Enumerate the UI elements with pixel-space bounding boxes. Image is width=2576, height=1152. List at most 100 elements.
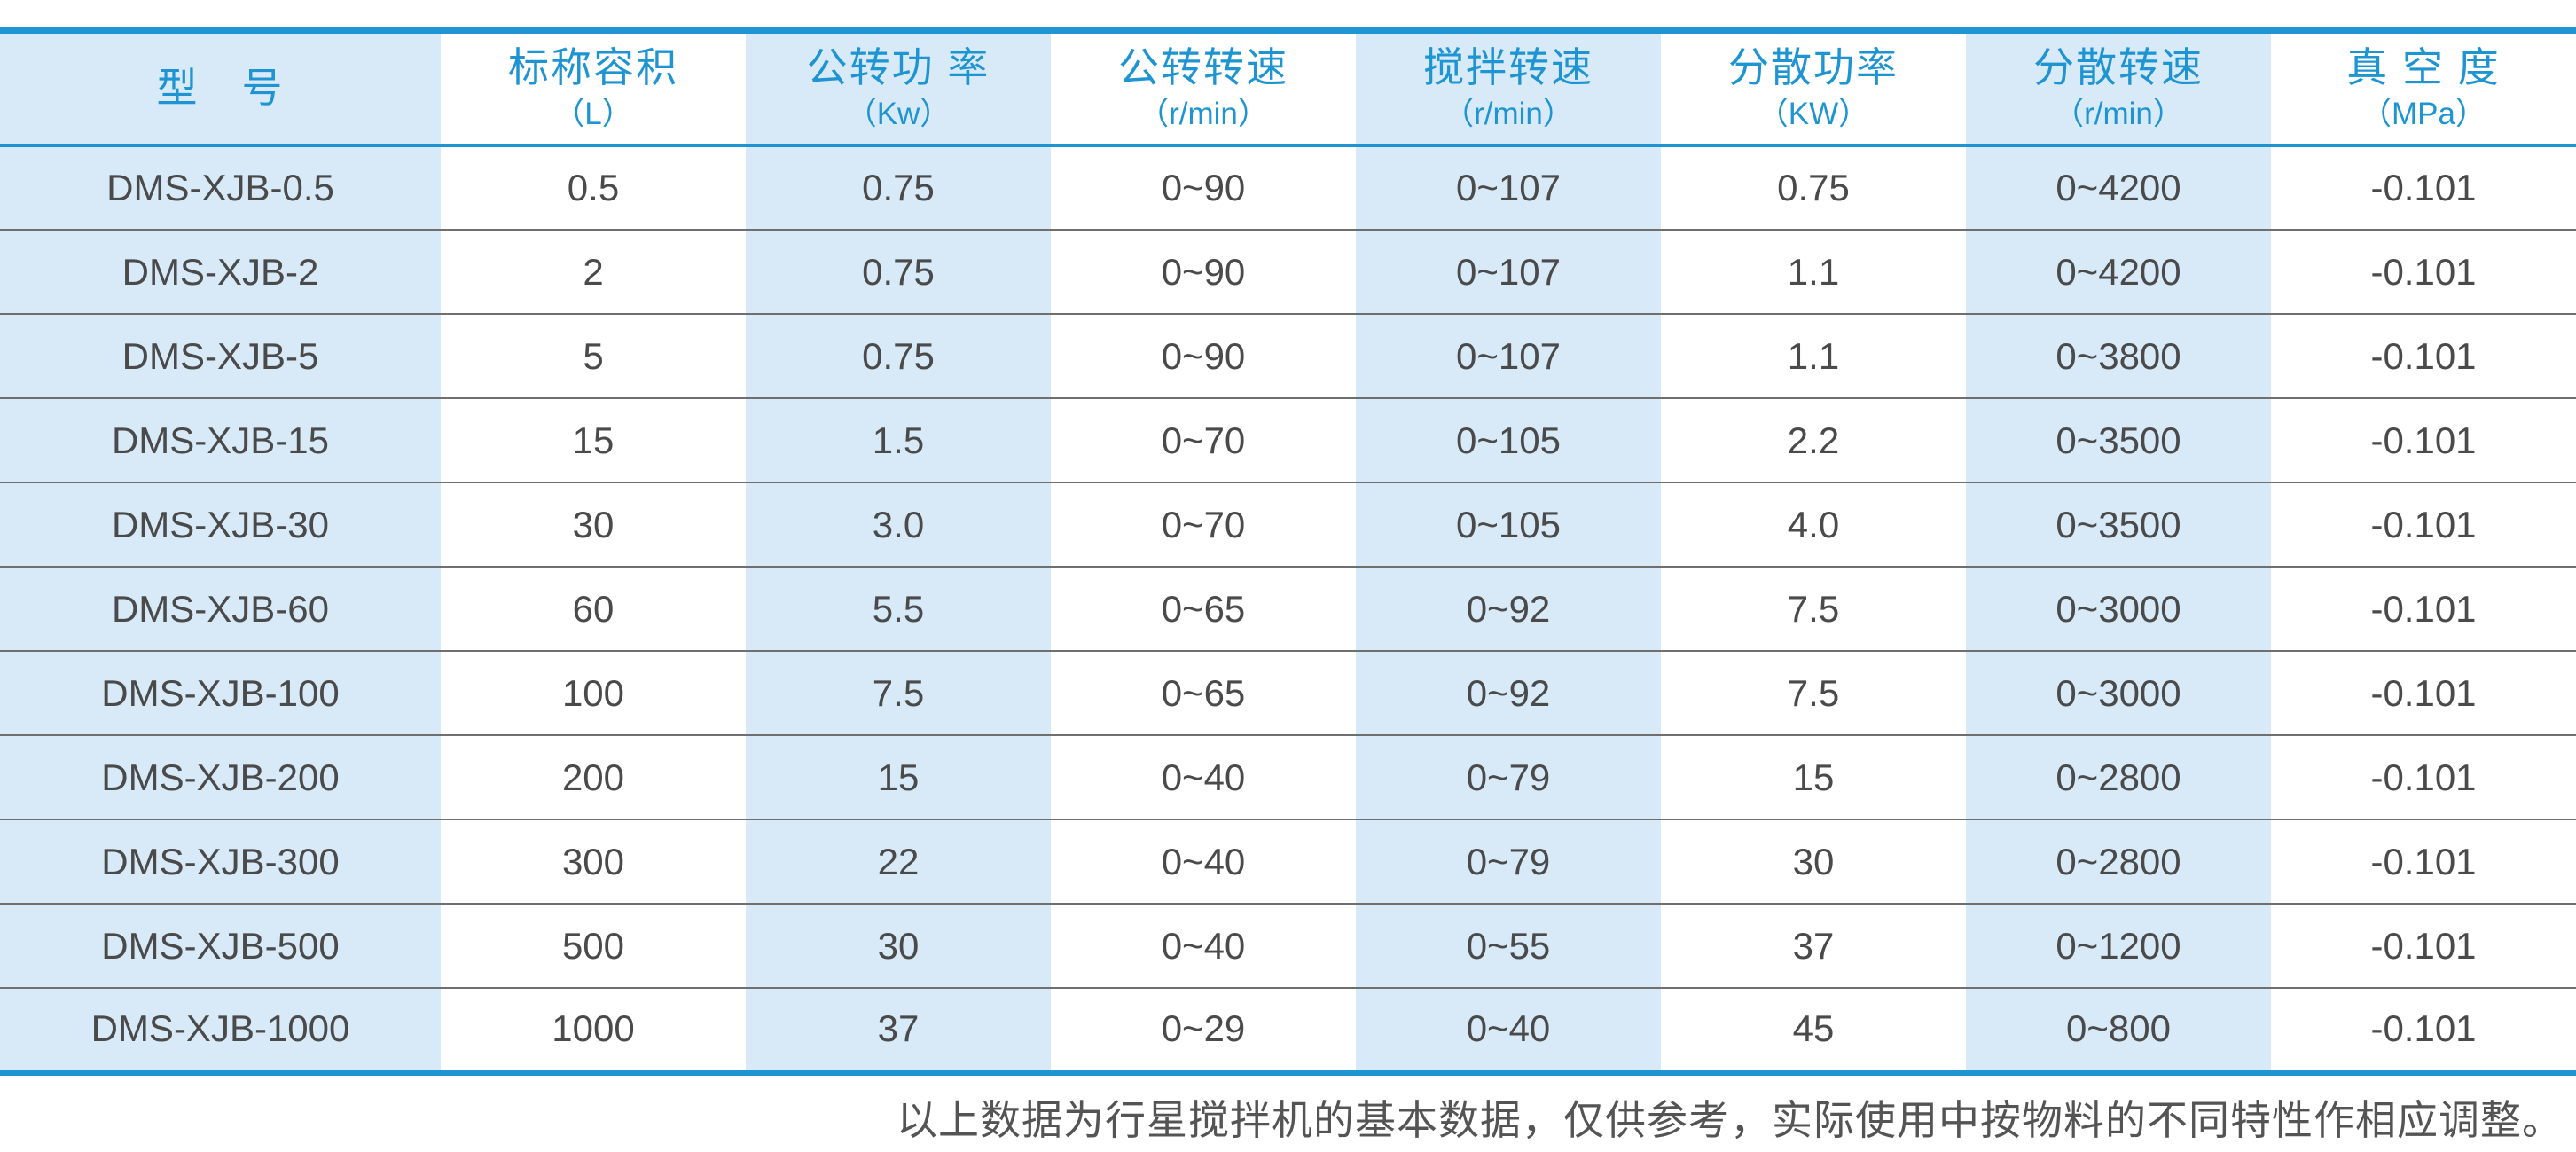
column-label: 公转转速 [1118,43,1288,90]
value-cell: 15 [1661,734,1966,819]
value-cell: 37 [1661,903,1966,988]
table-row: DMS-XJB-0.5 0.5 0.75 0~90 0~107 0.75 0~4… [0,145,2576,230]
value-cell: 500 [441,903,746,988]
column-label: 型 号 [156,65,285,112]
value-cell: -0.101 [2271,987,2576,1072]
column-label: 分散功率 [1728,43,1899,90]
header-row: 型 号 标称容积 （L） 公转功 率 （Kw） 公转转速 （r/min） 搅拌转… [0,30,2576,147]
value-cell: -0.101 [2271,397,2576,482]
value-cell: 0~92 [1356,650,1661,735]
value-cell: 0~65 [1051,650,1356,735]
value-cell: 200 [441,734,746,819]
model-cell: DMS-XJB-60 [0,566,441,651]
table-row: DMS-XJB-5 5 0.75 0~90 0~107 1.1 0~3800 -… [0,313,2576,398]
column-unit: （L） [553,97,633,132]
value-cell: 60 [441,566,746,651]
model-cell: DMS-XJB-0.5 [0,145,441,230]
value-cell: 30 [441,482,746,567]
table-body: DMS-XJB-0.5 0.5 0.75 0~90 0~107 0.75 0~4… [0,145,2576,1072]
table-row: DMS-XJB-15 15 1.5 0~70 0~105 2.2 0~3500 … [0,397,2576,482]
value-cell: 0~3800 [1966,313,2271,398]
value-cell: 0~40 [1051,734,1356,819]
table-row: DMS-XJB-200 200 15 0~40 0~79 15 0~2800 -… [0,734,2576,819]
value-cell: 0~70 [1051,397,1356,482]
value-cell: -0.101 [2271,482,2576,567]
table-row: DMS-XJB-2 2 0.75 0~90 0~107 1.1 0~4200 -… [0,229,2576,314]
column-unit: （r/min） [1443,97,1574,132]
value-cell: 0~90 [1161,167,1246,208]
value-cell: 0.5 [567,167,620,208]
table-row: DMS-XJB-1000 1000 37 0~29 0~40 45 0~800 … [0,987,2576,1072]
value-cell: 0~55 [1356,903,1661,988]
footnote-text: 以上数据为行星搅拌机的基本数据，仅供参考，实际使用中按物料的不同特性作相应调整。 [897,1095,2564,1144]
column-header-disperse-power: 分散功率 （KW） [1661,30,1966,147]
table-row: DMS-XJB-500 500 30 0~40 0~55 37 0~1200 -… [0,903,2576,988]
model-cell: DMS-XJB-100 [0,650,441,735]
value-cell: 7.5 [746,650,1051,735]
value-cell: 0.75 [746,229,1051,314]
value-cell: 37 [746,987,1051,1072]
column-header-stir-speed: 搅拌转速 （r/min） [1356,30,1661,147]
column-label: 公转功 率 [806,43,990,90]
value-cell: 0.75 [1777,167,1850,208]
value-cell: 30 [1661,819,1966,904]
value-cell: 0~1200 [1966,903,2271,988]
model-cell: DMS-XJB-200 [0,734,441,819]
value-cell: 1.1 [1661,229,1966,314]
table-header: 型 号 标称容积 （L） 公转功 率 （Kw） 公转转速 （r/min） 搅拌转… [0,30,2576,147]
table-row: DMS-XJB-100 100 7.5 0~65 0~92 7.5 0~3000… [0,650,2576,735]
value-cell: 4.0 [1661,482,1966,567]
value-cell: -0.101 [2271,313,2576,398]
value-cell: 0~79 [1356,734,1661,819]
value-cell: -0.101 [2271,819,2576,904]
value-cell: 0~65 [1051,566,1356,651]
column-header-revolution-power: 公转功 率 （Kw） [746,30,1051,147]
column-label: 搅拌转速 [1423,43,1593,90]
column-unit: （r/min） [2053,97,2184,132]
model-cell: DMS-XJB-15 [0,397,441,482]
column-unit: （KW） [1757,97,1870,132]
model-cell: DMS-XJB-500 [0,903,441,988]
column-label: 标称容积 [508,43,678,90]
table-row: DMS-XJB-30 30 3.0 0~70 0~105 4.0 0~3500 … [0,482,2576,567]
value-cell: 0~4200 [1966,145,2271,230]
column-header-disperse-speed: 分散转速 （r/min） [1966,30,2271,147]
spec-table: 型 号 标称容积 （L） 公转功 率 （Kw） 公转转速 （r/min） 搅拌转… [0,27,2576,1076]
value-cell: 0~3500 [1966,482,2271,567]
value-cell: 15 [746,734,1051,819]
footnote-area: 以上数据为行星搅拌机的基本数据，仅供参考，实际使用中按物料的不同特性作相应调整。 [0,1076,2576,1147]
column-label: 分散转速 [2033,43,2204,90]
column-label: 真 空 度 [2346,43,2501,90]
value-cell: 7.5 [1661,650,1966,735]
value-cell: 7.5 [1661,566,1966,651]
value-cell: 0.75 [746,313,1051,398]
value-cell: 0~40 [1356,987,1661,1072]
column-unit: （r/min） [1138,97,1269,132]
value-cell: -0.101 [2370,167,2477,208]
value-cell: 0~107 [1356,145,1661,230]
model-cell: DMS-XJB-300 [0,819,441,904]
value-cell: 2 [441,229,746,314]
column-header-revolution-speed: 公转转速 （r/min） [1051,30,1356,147]
value-cell: -0.101 [2271,229,2576,314]
value-cell: 0~3000 [1966,650,2271,735]
value-cell: 0~79 [1356,819,1661,904]
value-cell: 22 [746,819,1051,904]
value-cell: 1.1 [1661,313,1966,398]
value-cell: -0.101 [2271,566,2576,651]
value-cell: 2.2 [1661,397,1966,482]
value-cell: 0~70 [1051,482,1356,567]
value-cell: -0.101 [2271,903,2576,988]
column-header-nominal-volume: 标称容积 （L） [441,30,746,147]
value-cell: 0~29 [1051,987,1356,1072]
model-cell: DMS-XJB-30 [0,482,441,567]
column-unit: （MPa） [2361,97,2486,132]
value-cell: 1.5 [746,397,1051,482]
value-cell: -0.101 [2271,734,2576,819]
value-cell: 15 [441,397,746,482]
value-cell: 0~90 [1051,313,1356,398]
table-row: DMS-XJB-300 300 22 0~40 0~79 30 0~2800 -… [0,819,2576,904]
column-unit: （Kw） [845,97,951,132]
value-cell: 45 [1661,987,1966,1072]
